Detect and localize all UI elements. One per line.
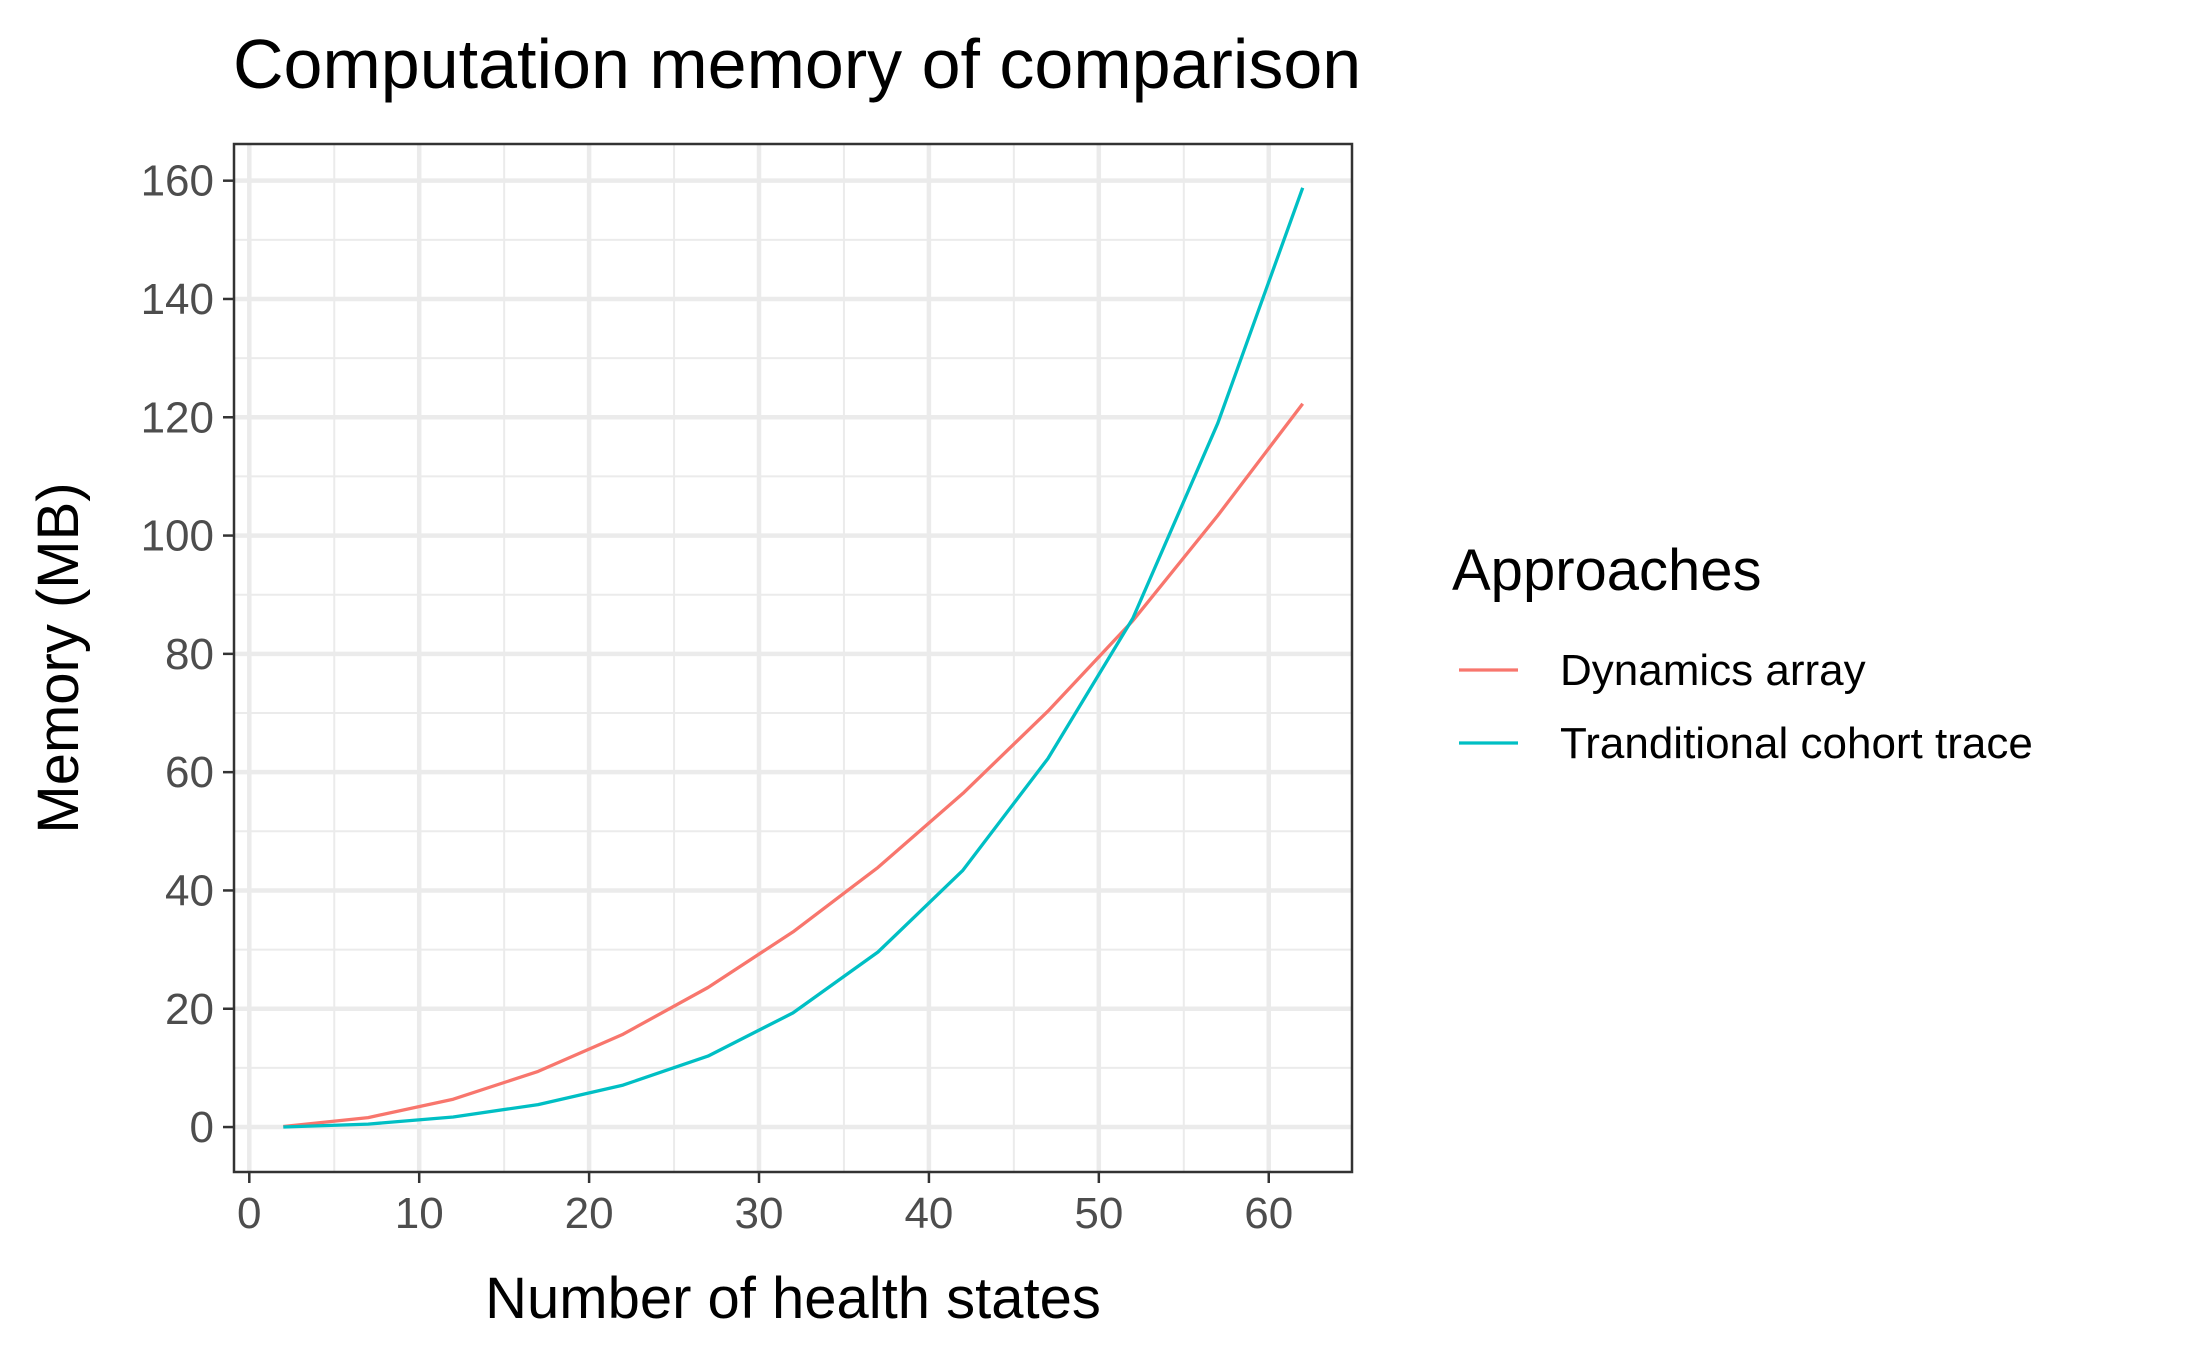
y-tick-label: 0 — [190, 1103, 214, 1152]
y-tick-label: 160 — [141, 157, 214, 206]
y-tick-label: 40 — [165, 866, 214, 915]
x-tick-label: 50 — [1074, 1189, 1123, 1238]
x-axis: 0 10 20 30 40 50 60 — [237, 1172, 1293, 1238]
y-tick-label: 100 — [141, 512, 214, 561]
x-tick-label: 0 — [237, 1189, 261, 1238]
x-tick-label: 10 — [395, 1189, 444, 1238]
x-tick-label: 60 — [1244, 1189, 1293, 1238]
legend-title: Approaches — [1452, 538, 1762, 603]
x-axis-title: Number of health states — [485, 1266, 1101, 1331]
legend: Approaches Dynamics array Tranditional co… — [1452, 538, 2033, 768]
x-tick-label: 40 — [904, 1189, 953, 1238]
y-tick-label: 140 — [141, 275, 214, 324]
y-tick-label: 20 — [165, 985, 214, 1034]
legend-label-1: Tranditional cohort trace — [1560, 719, 2033, 768]
legend-items: Dynamics array Tranditional cohort trace — [1459, 646, 2033, 768]
plot-panel — [232, 142, 1354, 1174]
y-tick-label: 60 — [165, 748, 214, 797]
y-axis-title: Memory (MB) — [26, 482, 91, 833]
legend-label-0: Dynamics array — [1560, 646, 1866, 695]
grid-major — [234, 144, 1352, 1172]
series-line-1 — [283, 187, 1305, 1129]
series-lines — [283, 187, 1305, 1129]
plot-border — [232, 142, 1354, 1174]
y-tick-label: 120 — [141, 393, 214, 442]
x-tick-label: 20 — [565, 1189, 614, 1238]
x-tick-label: 30 — [735, 1189, 784, 1238]
y-tick-label: 80 — [165, 630, 214, 679]
chart-title: Computation memory of comparison — [233, 25, 1361, 103]
y-axis: 0 20 40 60 80 100 120 140 160 — [141, 157, 234, 1152]
